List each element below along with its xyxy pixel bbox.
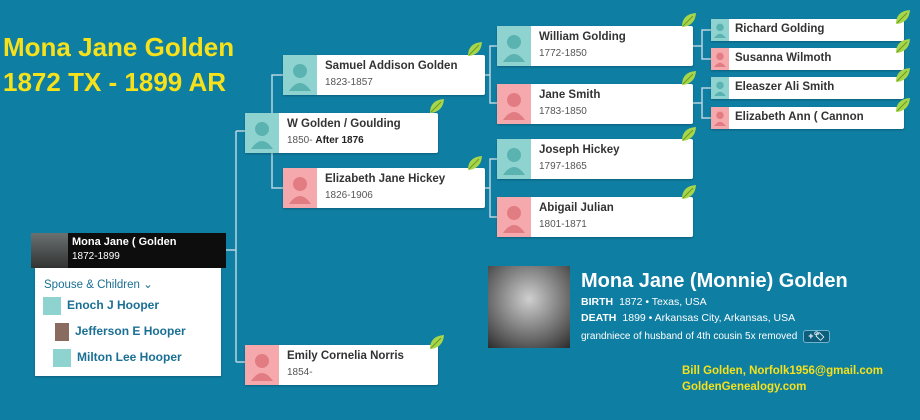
great-grandmother-name: Jane Smith — [539, 89, 601, 101]
great-grandmother-dates: 1783-1850 — [539, 106, 587, 117]
hint-leaf-icon[interactable] — [466, 154, 484, 172]
father-name: W Golden / Goulding — [287, 118, 401, 130]
grandmother-card[interactable]: Elizabeth Jane Hickey 1826-1906 — [283, 168, 485, 208]
profile-name: Mona Jane (Monnie) Golden — [581, 270, 848, 292]
great-grandmother-name: Abigail Julian — [539, 202, 614, 214]
female-avatar-icon — [497, 197, 531, 237]
focus-person-photo — [31, 233, 68, 268]
male-avatar-icon — [283, 55, 317, 95]
child-name: Enoch J Hooper — [67, 298, 160, 313]
child-item[interactable]: Enoch J Hooper — [43, 297, 159, 315]
ancestor-name: Richard Golding — [735, 23, 825, 35]
hint-leaf-icon[interactable] — [680, 69, 698, 87]
ancestor-name: Eleaszer Ali Smith — [735, 81, 835, 93]
great-grandfather-name: Joseph Hickey — [539, 144, 620, 156]
ancestor-name: Elizabeth Ann ( Cannon — [735, 111, 864, 123]
page-subtitle: 1872 TX - 1899 AR — [3, 67, 227, 97]
hint-leaf-icon[interactable] — [680, 11, 698, 29]
focus-person-dates: 1872-1899 — [72, 251, 120, 262]
child-name: Milton Lee Hooper — [77, 350, 182, 365]
chevron-down-icon: ⌄ — [143, 279, 153, 291]
focus-person-name: Mona Jane ( Golden — [72, 236, 177, 248]
ancestor-name: Susanna Wilmoth — [735, 52, 832, 64]
focus-person-card[interactable]: Mona Jane ( Golden 1872-1899 — [31, 233, 226, 268]
mother-dates: 1854- — [287, 367, 313, 378]
spouse-children-toggle[interactable]: Spouse & Children ⌄ — [44, 277, 153, 291]
grandfather-name: Samuel Addison Golden — [325, 60, 458, 72]
ancestor-card[interactable]: Susanna Wilmoth — [711, 48, 904, 70]
great-grandfather-name: William Golding — [539, 31, 626, 43]
profile-death: DEATH 1899 • Arkansas City, Arkansas, USA — [581, 312, 796, 324]
hint-leaf-icon[interactable] — [466, 40, 484, 58]
female-avatar-icon — [711, 107, 729, 129]
child-item[interactable]: Milton Lee Hooper — [53, 349, 182, 367]
great-grandmother-dates: 1801-1871 — [539, 219, 587, 230]
male-avatar-icon — [711, 19, 729, 41]
great-grandfather-card[interactable]: William Golding 1772-1850 — [497, 26, 693, 66]
mother-name: Emily Cornelia Norris — [287, 350, 404, 362]
male-avatar-icon — [245, 113, 279, 153]
ancestor-card[interactable]: Eleaszer Ali Smith — [711, 77, 904, 99]
hint-leaf-icon[interactable] — [894, 96, 912, 114]
hint-leaf-icon[interactable] — [680, 183, 698, 201]
spouse-children-panel: Spouse & Children ⌄ Enoch J Hooper Jeffe… — [35, 268, 221, 376]
great-grandfather-card[interactable]: Joseph Hickey 1797-1865 — [497, 139, 693, 179]
hint-leaf-icon[interactable] — [894, 37, 912, 55]
hint-leaf-icon[interactable] — [894, 8, 912, 26]
father-dates: 1850- After 1876 — [287, 135, 364, 146]
female-avatar-icon — [283, 168, 317, 208]
grandfather-dates: 1823-1857 — [325, 77, 373, 88]
ancestor-card[interactable]: Richard Golding — [711, 19, 904, 41]
mother-card[interactable]: Emily Cornelia Norris 1854- — [245, 345, 438, 385]
profile-relationship: grandniece of husband of 4th cousin 5x r… — [581, 330, 830, 343]
male-avatar-icon — [711, 77, 729, 99]
profile-birth: BIRTH 1872 • Texas, USA — [581, 296, 707, 308]
page-title: Mona Jane Golden — [3, 32, 235, 62]
male-avatar-icon — [497, 26, 531, 66]
child-item[interactable]: Jefferson E Hooper — [55, 323, 186, 341]
add-tag-button[interactable]: +🏷 — [803, 330, 830, 343]
spouse-children-heading: Spouse & Children — [44, 279, 140, 291]
father-card[interactable]: W Golden / Goulding 1850- After 1876 — [245, 113, 438, 153]
female-avatar-icon — [497, 84, 531, 124]
grandfather-card[interactable]: Samuel Addison Golden 1823-1857 — [283, 55, 485, 95]
hint-leaf-icon[interactable] — [428, 333, 446, 351]
credit-contact: Bill Golden, Norfolk1956@gmail.com — [682, 365, 884, 377]
person-icon — [43, 297, 61, 315]
grandmother-name: Elizabeth Jane Hickey — [325, 173, 446, 185]
great-grandmother-card[interactable]: Jane Smith 1783-1850 — [497, 84, 693, 124]
male-avatar-icon — [497, 139, 531, 179]
hint-leaf-icon[interactable] — [680, 125, 698, 143]
hint-leaf-icon[interactable] — [428, 97, 446, 115]
profile-photo[interactable] — [488, 266, 570, 348]
female-avatar-icon — [711, 48, 729, 70]
great-grandmother-card[interactable]: Abigail Julian 1801-1871 — [497, 197, 693, 237]
hint-leaf-icon[interactable] — [894, 66, 912, 84]
child-name: Jefferson E Hooper — [75, 324, 186, 339]
grandmother-dates: 1826-1906 — [325, 190, 373, 201]
great-grandfather-dates: 1772-1850 — [539, 48, 587, 59]
great-grandfather-dates: 1797-1865 — [539, 161, 587, 172]
person-icon — [53, 349, 71, 367]
female-avatar-icon — [245, 345, 279, 385]
ancestor-card[interactable]: Elizabeth Ann ( Cannon — [711, 107, 904, 129]
person-photo-icon — [55, 323, 69, 341]
credit-website: GoldenGenealogy.com — [682, 381, 807, 393]
